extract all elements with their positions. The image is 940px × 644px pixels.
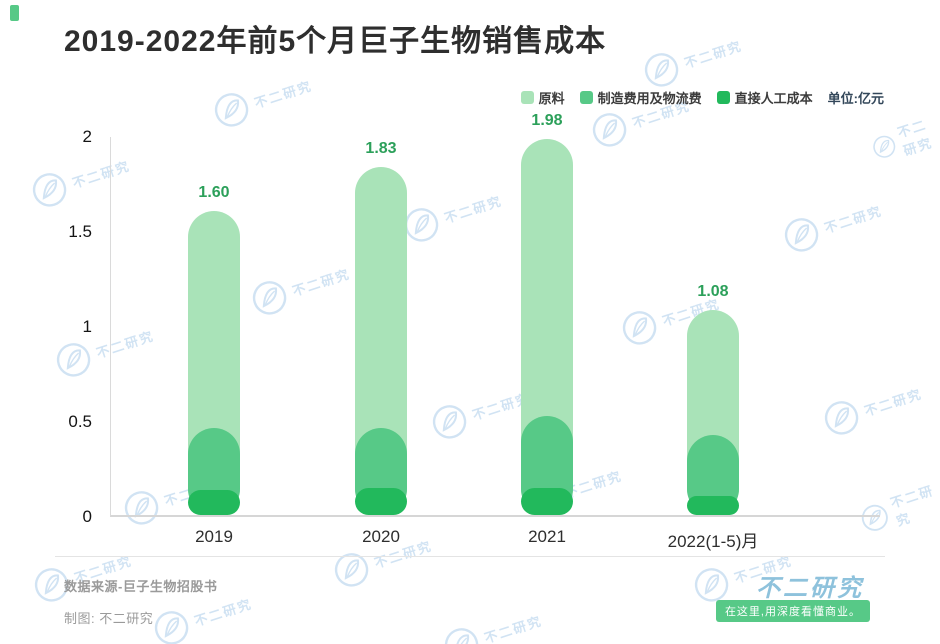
bar-total-label: 1.98 [531, 111, 563, 129]
x-axis-label: 2021 [528, 527, 566, 546]
brand-watermark: 不二研究 [26, 540, 137, 610]
y-tick-label: 1 [82, 317, 92, 336]
y-tick-label: 2 [82, 127, 92, 146]
leaf-logo-icon [444, 628, 479, 644]
legend-item-raw-material: 原料 [520, 88, 565, 107]
legend-swatch-labor [716, 91, 730, 104]
legend-label-raw-material: 原料 [538, 91, 565, 106]
data-source-text: 数据来源-巨子生物招股书 [64, 579, 218, 594]
brand-watermark: 不二研究 [436, 600, 547, 644]
legend-item-labor: 直接人工成本 [716, 88, 813, 107]
legend: 原料 制造费用及物流费 直接人工成本 单位:亿元 [520, 88, 884, 107]
brand-tagline-badge: 在这里,用深度看懂商业。 [715, 600, 870, 622]
legend-swatch-raw-material [520, 91, 534, 104]
x-axis-label: 2022(1-5)月 [667, 532, 759, 551]
x-axis-label: 2019 [195, 527, 233, 546]
page-title: 2019-2022年前5个月巨子生物销售成本 [64, 25, 607, 58]
bar-2020: 1.83 [355, 137, 407, 515]
bar-total-label: 1.08 [697, 282, 729, 300]
brand-wordmark: 不二研究 [756, 575, 864, 602]
bar-total-label: 1.83 [365, 140, 397, 158]
brand-watermark: 不二研究 [636, 25, 747, 95]
bar-2022(1-5)月: 1.08 [687, 137, 739, 515]
bar-segment-直接人工成本 [188, 490, 240, 515]
y-tick-label: 1.5 [68, 222, 92, 241]
bar-segment-直接人工成本 [355, 488, 407, 515]
bar-total-label: 1.60 [198, 184, 230, 201]
bar-2019: 1.60 [188, 137, 240, 515]
x-axis-label: 2020 [362, 527, 400, 546]
bar-2021: 1.98 [521, 112, 573, 515]
corner-mark [10, 5, 19, 21]
bar-segment-直接人工成本 [521, 488, 573, 515]
y-tick-label: 0 [82, 507, 92, 526]
legend-label-labor: 直接人工成本 [734, 91, 813, 106]
legend-label-manufacturing: 制造费用及物流费 [597, 91, 702, 106]
plot-area: 1.60 2019 1.83 2020 1.98 2021 1.08 2022(1-5)月 [110, 112, 880, 551]
leaf-logo-icon [154, 611, 189, 644]
stacked-bar-chart: 0 0.5 1 1.5 2 1.60 2019 1.83 2020 1.98 2021 1.08 20… [0, 112, 940, 551]
bar-segment-直接人工成本 [687, 496, 739, 515]
unit-label: 单位:亿元 [827, 91, 884, 106]
leaf-logo-icon [334, 553, 369, 587]
chart-credit-text: 制图: 不二研究 [64, 611, 154, 626]
footer-divider [55, 556, 885, 557]
legend-item-manufacturing: 制造费用及物流费 [579, 88, 702, 107]
legend-swatch-manufacturing [579, 91, 593, 104]
y-tick-label: 0.5 [68, 412, 92, 431]
y-axis: 0 0.5 1 1.5 2 [44, 127, 100, 526]
leaf-logo-icon [214, 93, 249, 127]
brand-watermark: 不二研究 [206, 65, 317, 135]
